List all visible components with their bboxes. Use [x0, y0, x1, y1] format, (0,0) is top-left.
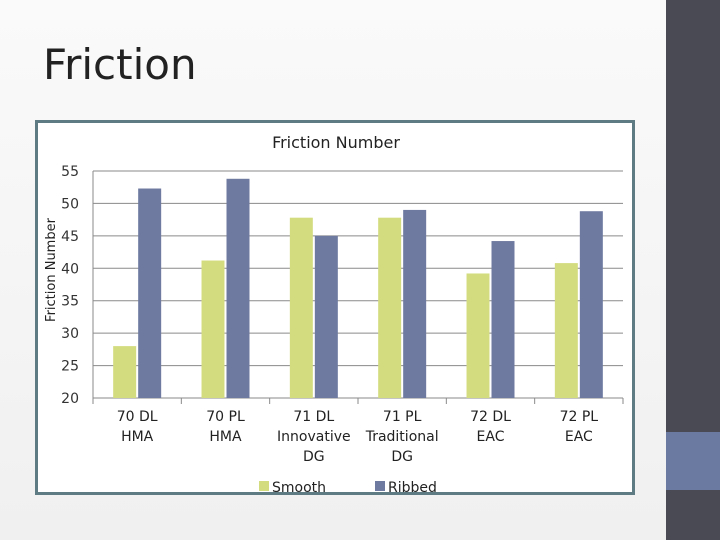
bar-smooth-5 [554, 263, 578, 398]
x-category-label: DG [391, 449, 413, 465]
legend-swatch-smooth [259, 481, 269, 491]
x-category-label: 70 PL [206, 409, 245, 425]
x-category-label: Traditional [365, 429, 439, 445]
x-category-label: 71 PL [383, 409, 422, 425]
bar-ribbed-3 [403, 209, 427, 398]
chart-title: Friction Number [272, 133, 400, 152]
y-tick-label: 40 [61, 261, 79, 277]
bar-smooth-2 [289, 217, 313, 398]
x-category-label: DG [303, 449, 325, 465]
y-tick-label: 55 [61, 164, 79, 180]
bar-smooth-0 [113, 346, 137, 398]
x-category-label: 71 DL [293, 409, 334, 425]
y-tick-label: 45 [61, 229, 79, 245]
bar-ribbed-4 [491, 241, 515, 398]
bars [113, 178, 603, 398]
legend-label-ribbed: Ribbed [388, 480, 437, 496]
legend-label-smooth: Smooth [272, 480, 326, 496]
slide-title: Friction [43, 40, 197, 89]
bar-smooth-4 [466, 273, 490, 398]
x-category-label: HMA [209, 429, 242, 445]
bar-smooth-1 [201, 260, 225, 398]
x-category-label: EAC [565, 429, 593, 445]
legend-swatch-ribbed [375, 481, 385, 491]
y-tick-labels: 20 25 30 35 40 45 50 55 [61, 164, 79, 407]
bar-smooth-3 [378, 217, 402, 398]
x-category-label: 72 PL [560, 409, 599, 425]
bar-ribbed-1 [226, 178, 250, 398]
bar-ribbed-2 [314, 235, 338, 398]
y-tick-label: 30 [61, 326, 79, 342]
x-category-label: 70 DL [117, 409, 158, 425]
x-category-label: HMA [121, 429, 154, 445]
x-category-label: 72 DL [470, 409, 511, 425]
y-tick-label: 50 [61, 196, 79, 212]
x-category-label: Innovative [277, 429, 351, 445]
slide-sidebar-accent [666, 432, 720, 490]
y-axis-label: Friction Number [44, 217, 59, 322]
x-category-label: EAC [477, 429, 505, 445]
bar-ribbed-5 [579, 211, 603, 398]
legend: Smooth Ribbed [259, 480, 437, 496]
y-tick-label: 25 [61, 359, 79, 375]
grid-lines [92, 170, 624, 404]
x-category-labels: 70 DL HMA 70 PL HMA 71 DL Innovative DG 71 PL Tr… [117, 409, 599, 465]
bar-ribbed-0 [138, 188, 162, 398]
y-tick-label: 35 [61, 294, 79, 310]
y-tick-label: 20 [61, 391, 79, 407]
